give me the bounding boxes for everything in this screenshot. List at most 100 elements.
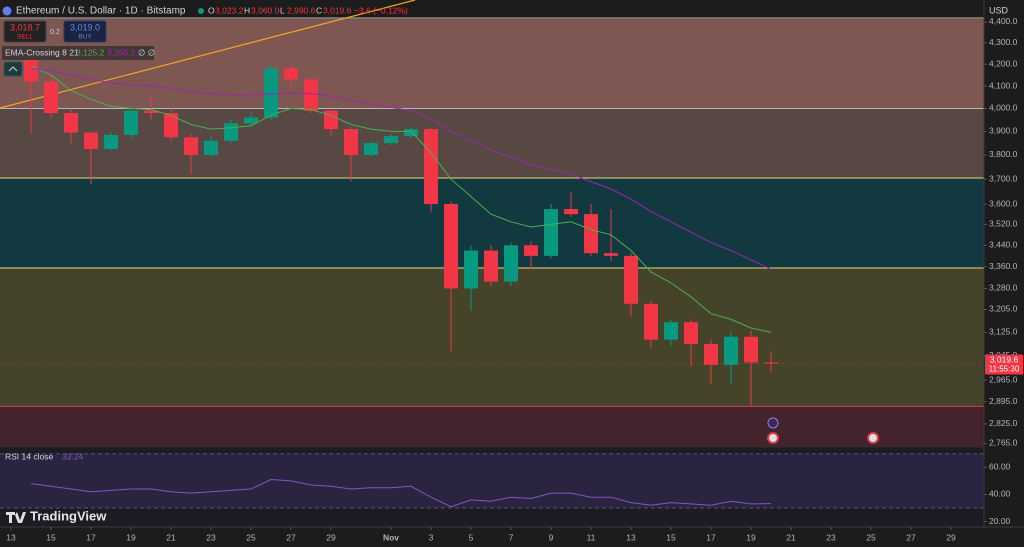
symbol-icon[interactable] [2,6,12,16]
rsi-tick-label: 20.00 [989,516,1011,526]
candle-body[interactable] [84,132,98,150]
ohlc-key: C [316,5,322,15]
countdown: 11:55:30 [989,365,1020,374]
candle-body[interactable] [524,245,538,256]
event-marker[interactable] [767,417,779,429]
candle-body[interactable] [364,143,378,155]
x-tick-label: 27 [906,532,916,542]
candle-body[interactable] [24,59,38,82]
candle-body[interactable] [464,250,478,289]
candle-body[interactable] [564,209,578,215]
y-tick-label: 2,825.0 [989,418,1018,428]
candle-body[interactable] [104,134,118,150]
candle-body[interactable] [184,137,198,155]
x-tick-label: 3 [429,532,434,542]
symbol-title[interactable]: Ethereum / U.S. Dollar · 1D · Bitstamp [16,6,186,17]
candle-body[interactable] [404,129,418,137]
rsi-line [30,478,772,508]
event-marker[interactable] [767,432,779,444]
last-price-label: 3,019.6 [990,355,1019,365]
buy-button[interactable] [63,20,107,43]
y-tick-label: 2,965.0 [989,374,1018,384]
x-tick-label: 5 [469,532,474,542]
candle-body[interactable] [244,117,258,124]
buy-price[interactable]: 3,019.0 [70,22,100,32]
ohlc-value: 3,019.6 [323,5,352,15]
ohlc-key: L [280,5,285,15]
candle-body[interactable] [444,204,458,289]
candle-body[interactable] [284,68,298,80]
candle-body[interactable] [384,136,398,144]
indicator-name[interactable]: EMA-Crossing 8 21 [5,47,79,57]
zones [0,17,984,447]
candle-body[interactable] [144,110,158,113]
candle-body[interactable] [684,322,698,345]
candle-body[interactable] [344,129,358,155]
y-tick-label: 3,800.0 [989,149,1018,159]
collapse-button[interactable] [3,61,23,77]
y-tick-label: 3,520.0 [989,219,1018,229]
candle-body[interactable] [724,336,738,365]
candle-body[interactable] [424,129,438,205]
sell-price[interactable]: 3,018.7 [10,22,40,32]
sell-button[interactable] [3,20,47,43]
plot [0,54,984,407]
event-marker[interactable] [867,432,879,444]
x-tick-label: 19 [746,532,756,542]
candle-body[interactable] [124,110,138,135]
y-tick-label: 3,280.0 [989,283,1018,293]
candle-body[interactable] [644,303,658,340]
indicator-extra: ∅ ∅ [138,47,155,57]
x-tick-label: 23 [826,532,836,542]
sell-label[interactable]: SELL [17,34,33,41]
y-tick-label: 3,205.0 [989,304,1018,314]
y-tick-label: 4,300.0 [989,37,1018,47]
x-tick-label: 17 [86,532,96,542]
x-tick-label: 27 [286,532,296,542]
candle-body[interactable] [604,253,618,256]
x-tick-label: 21 [166,532,176,542]
buy-label[interactable]: BUY [78,34,92,41]
ohlc-key: O [208,5,215,15]
candle-body[interactable] [224,123,238,141]
candle-body[interactable] [64,112,78,133]
ohlc-key: H [244,5,250,15]
candle-body[interactable] [504,245,518,282]
candle-body[interactable] [584,214,598,254]
candle-body[interactable] [624,255,638,304]
candle-body[interactable] [744,336,758,363]
candle-body[interactable] [204,140,218,155]
trend-line [0,0,416,109]
ema-fast-value: 3,125.2 [76,47,105,57]
zone [0,406,984,447]
currency[interactable]: USD [989,5,1009,15]
candle-body[interactable] [544,209,558,256]
rsi-value: 33.24 [62,451,84,461]
candle-body[interactable] [324,110,338,130]
x-tick-label: 11 [587,532,596,542]
rsi-label[interactable]: RSI 14 close [5,451,53,461]
ema-slow-value: 3,350.2 [107,47,136,57]
x-tick-label: 29 [946,532,956,542]
candle-body[interactable] [484,250,498,282]
y-tick-label: 3,700.0 [989,173,1018,183]
brand[interactable]: TradingView [30,508,107,523]
candle-body[interactable] [664,322,678,340]
brand-logo[interactable] [6,512,26,523]
ohlc-change: −3.6 (−0.12%) [354,5,408,15]
collapse-icon[interactable] [8,66,18,72]
y-tick-label: 2,765.0 [989,438,1018,448]
rsi-band-fill [0,453,984,509]
candle-body[interactable] [44,81,58,113]
candle-body[interactable] [264,68,278,118]
rsi-tick-label: 60.00 [989,462,1011,472]
price-axis [984,0,1024,547]
candle-body[interactable] [164,112,178,138]
y-tick-label: 2,895.0 [989,396,1018,406]
candle-body[interactable] [704,344,718,365]
y-tick-label: 4,200.0 [989,58,1018,68]
candle-body[interactable] [764,362,778,364]
candle-body[interactable] [304,79,318,111]
